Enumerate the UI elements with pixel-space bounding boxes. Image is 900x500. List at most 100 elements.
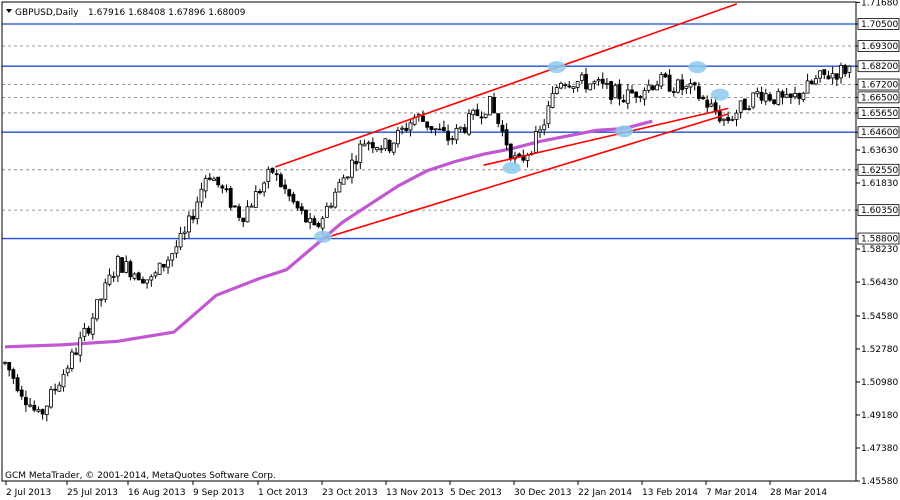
candle bbox=[546, 100, 551, 129]
candle bbox=[500, 120, 505, 137]
level-price-box bbox=[857, 232, 900, 245]
candle bbox=[178, 226, 183, 250]
candle bbox=[203, 175, 208, 199]
price-tick-label: 1.52780 bbox=[861, 345, 898, 355]
candle bbox=[738, 100, 743, 119]
candle bbox=[145, 279, 150, 289]
trend-channel bbox=[274, 3, 738, 240]
candle bbox=[82, 322, 87, 342]
price-tick-label: 1.61830 bbox=[861, 179, 898, 189]
candle bbox=[588, 83, 593, 91]
candle bbox=[709, 98, 714, 108]
highlight-markers bbox=[314, 61, 729, 243]
candle bbox=[237, 203, 241, 222]
date-tick-label: 23 Oct 2013 bbox=[322, 488, 378, 498]
candle bbox=[166, 256, 170, 274]
highlight-marker bbox=[314, 230, 333, 243]
price-tick-label: 1.70500 bbox=[861, 20, 898, 30]
candle bbox=[788, 93, 793, 104]
candle bbox=[437, 123, 442, 131]
candle bbox=[805, 73, 810, 94]
level-price-box bbox=[857, 40, 900, 52]
candle bbox=[312, 215, 317, 226]
candle bbox=[274, 169, 279, 181]
candle bbox=[797, 92, 802, 105]
candle bbox=[324, 202, 329, 218]
highlight-marker bbox=[615, 125, 634, 138]
candle bbox=[634, 91, 639, 104]
price-tick-label: 1.64600 bbox=[861, 128, 898, 138]
candle bbox=[655, 80, 659, 91]
candle bbox=[278, 172, 283, 188]
copyright-text: GCM MetaTrader, © 2001-2014, MetaQuotes … bbox=[5, 471, 276, 481]
ma-line bbox=[4, 119, 653, 349]
candle bbox=[479, 111, 484, 125]
price-tick-label: 1.62550 bbox=[861, 166, 898, 176]
candle bbox=[730, 116, 735, 122]
candle bbox=[170, 252, 175, 267]
candle bbox=[207, 173, 212, 181]
highlight-marker bbox=[710, 88, 729, 101]
candle bbox=[358, 139, 363, 170]
candle bbox=[688, 78, 693, 95]
price-tick-label: 1.60350 bbox=[861, 206, 898, 216]
level-price-box bbox=[857, 163, 900, 176]
candle bbox=[249, 203, 254, 208]
candle bbox=[680, 74, 685, 96]
candle bbox=[333, 188, 338, 209]
candle bbox=[676, 78, 680, 94]
candle bbox=[475, 103, 480, 117]
candle bbox=[441, 120, 446, 133]
candle bbox=[316, 221, 321, 229]
candle bbox=[57, 381, 62, 392]
candle bbox=[642, 87, 647, 106]
candle bbox=[124, 255, 129, 274]
candle bbox=[692, 81, 697, 91]
ohlc-values: 1.67916 1.68408 1.67896 1.68009 bbox=[88, 8, 246, 18]
candle bbox=[103, 278, 108, 303]
candle bbox=[23, 390, 28, 412]
candle bbox=[396, 127, 400, 148]
candle bbox=[228, 185, 233, 211]
candle bbox=[814, 74, 818, 86]
date-tick-label: 7 Mar 2014 bbox=[706, 488, 758, 498]
candle bbox=[299, 202, 304, 215]
candle bbox=[446, 124, 450, 146]
candle bbox=[241, 217, 246, 228]
candle bbox=[36, 406, 41, 414]
candle bbox=[705, 95, 710, 113]
candle bbox=[567, 80, 572, 89]
candle bbox=[759, 86, 764, 104]
candle bbox=[153, 270, 158, 279]
date-tick-label: 13 Nov 2013 bbox=[386, 488, 444, 498]
moving-average bbox=[4, 119, 653, 349]
candle bbox=[362, 139, 367, 147]
symbol-timeframe: GBPUSD,Daily bbox=[15, 8, 79, 18]
candle bbox=[809, 79, 814, 85]
price-tick-label: 1.50980 bbox=[861, 378, 898, 388]
candlestick-series bbox=[3, 62, 852, 422]
level-price-box bbox=[857, 126, 900, 139]
candle bbox=[421, 110, 425, 122]
dropdown-triangle-icon[interactable] bbox=[6, 9, 12, 13]
candle bbox=[3, 361, 7, 366]
date-tick-label: 9 Sep 2013 bbox=[193, 488, 244, 498]
candle bbox=[847, 65, 852, 78]
channel-line bbox=[274, 3, 738, 168]
candle bbox=[492, 92, 496, 114]
level-price-box bbox=[857, 18, 900, 30]
candle bbox=[174, 240, 179, 259]
candle bbox=[53, 383, 58, 395]
candle bbox=[216, 176, 221, 188]
candle bbox=[191, 209, 196, 224]
candle bbox=[776, 88, 781, 106]
candle bbox=[651, 85, 655, 91]
candle bbox=[90, 312, 95, 340]
candle bbox=[780, 89, 785, 105]
candle bbox=[462, 123, 467, 134]
highlight-marker bbox=[502, 161, 521, 174]
candle bbox=[408, 119, 413, 137]
price-tick-label: 1.54580 bbox=[861, 312, 898, 322]
date-tick-label: 28 Mar 2014 bbox=[770, 488, 827, 498]
